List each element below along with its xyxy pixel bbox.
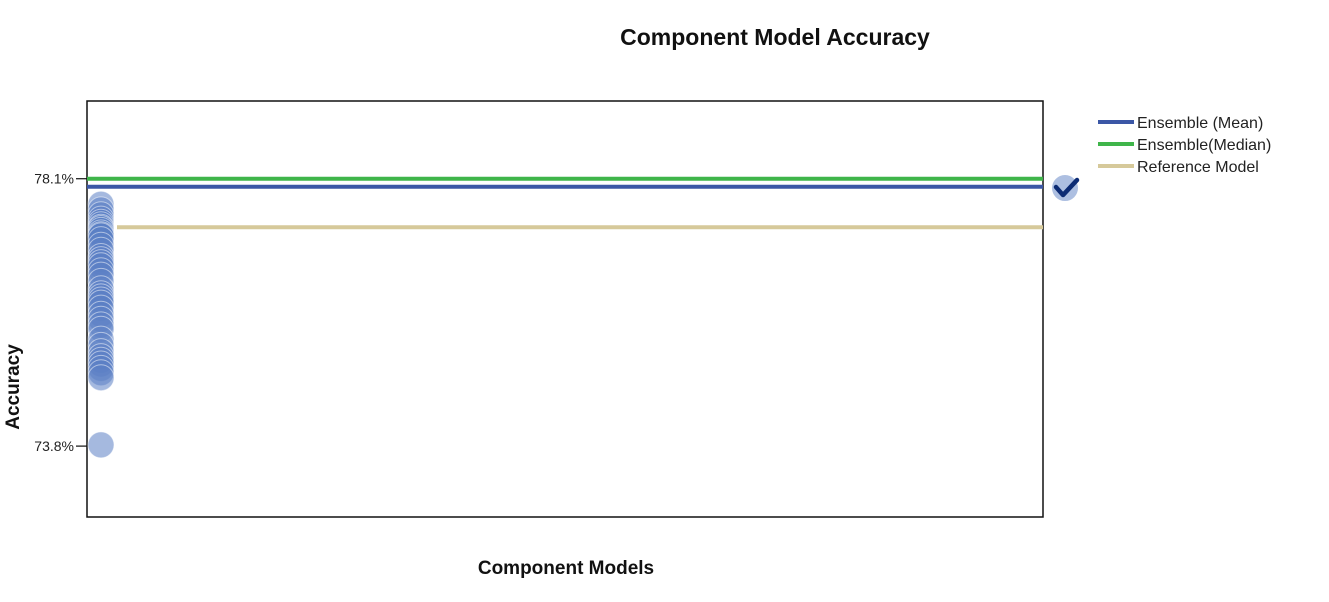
legend-label: Ensemble(Median) <box>1137 137 1271 154</box>
data-point <box>87 364 115 392</box>
y-axis-ticks: 78.1% 73.8% <box>34 171 87 454</box>
data-points <box>87 190 115 459</box>
y-axis-label: Accuracy <box>3 344 24 430</box>
y-tick-label: 73.8% <box>34 438 74 454</box>
legend-label: Reference Model <box>1137 159 1259 176</box>
legend-label: Ensemble (Mean) <box>1137 115 1263 132</box>
ensemble-marker[interactable] <box>1052 175 1080 202</box>
x-axis-label: Component Models <box>478 558 654 579</box>
plot-area <box>86 100 1044 518</box>
ensemble-point[interactable] <box>1052 175 1078 202</box>
check-icon <box>1053 177 1080 198</box>
data-point <box>87 431 115 459</box>
chart-title: Component Model Accuracy <box>620 24 930 50</box>
legend: Ensemble (Mean) Ensemble(Median) Reference… <box>1098 115 1271 176</box>
reference-lines <box>87 176 1043 230</box>
y-tick-label: 78.1% <box>34 171 74 187</box>
